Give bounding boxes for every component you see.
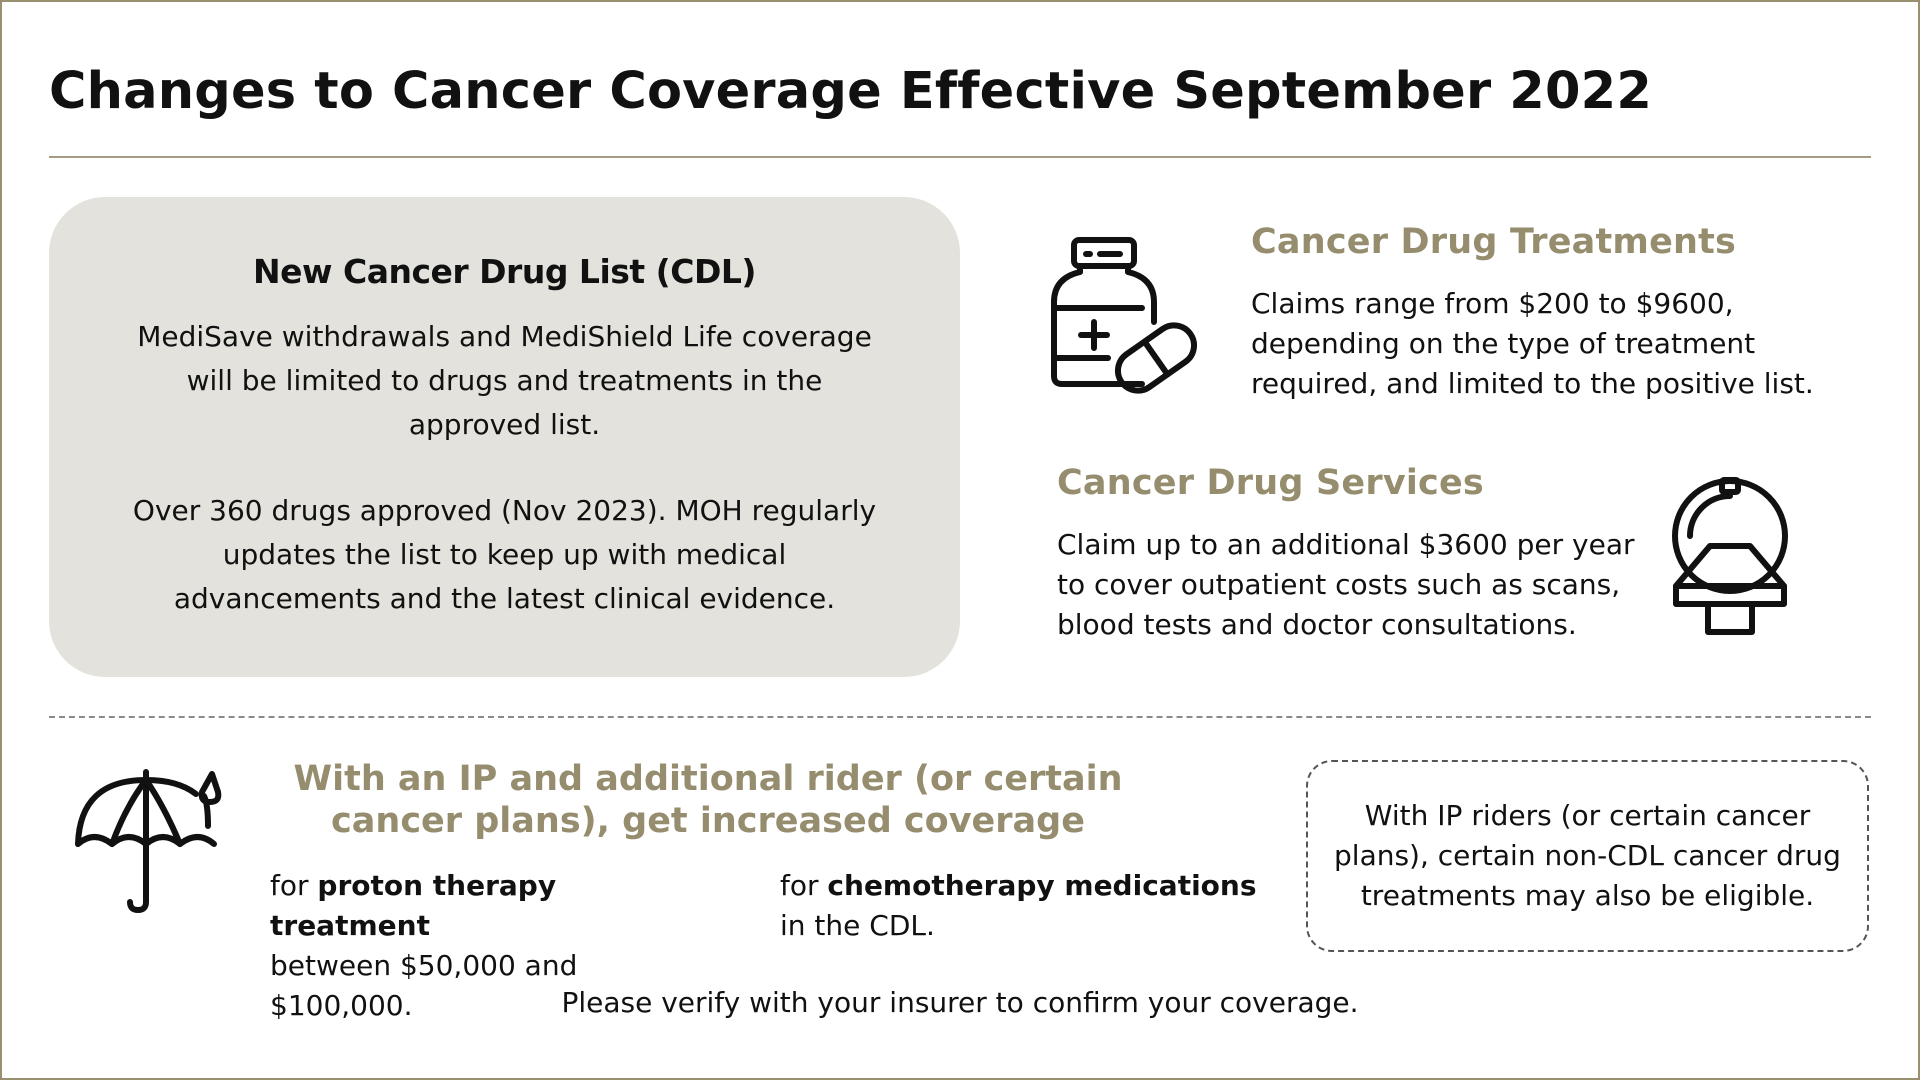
non-cdl-note-text: With IP riders (or certain cancer plans)… [1334, 799, 1841, 912]
section-divider [49, 716, 1871, 718]
proton-therapy-text: for proton therapy treatment between $50… [270, 869, 578, 1022]
umbrella-icon [74, 766, 224, 914]
drug-services-body: Claim up to an additional $3600 per year… [1057, 528, 1635, 641]
cdl-card: New Cancer Drug List (CDL) MediSave with… [49, 197, 960, 677]
chemotherapy-text: for chemotherapy medications in the CDL. [780, 869, 1257, 942]
chemotherapy-bold: chemotherapy medications [827, 869, 1257, 902]
cdl-heading: New Cancer Drug List (CDL) [253, 252, 756, 291]
title-divider [49, 156, 1871, 158]
drug-treatments-body: Claims range from $200 to $9600, dependi… [1251, 287, 1814, 400]
medicine-bottle-and-pill-icon [1046, 234, 1202, 398]
non-cdl-note-box: With IP riders (or certain cancer plans)… [1306, 760, 1869, 952]
cdl-paragraph-2: Over 360 drugs approved (Nov 2023). MOH … [132, 494, 877, 615]
cdl-paragraph-1: MediSave withdrawals and MediShield Life… [137, 320, 872, 441]
page-title: Changes to Cancer Coverage Effective Sep… [49, 62, 1653, 121]
drug-services-title: Cancer Drug Services [1057, 463, 1484, 503]
drug-treatments-title: Cancer Drug Treatments [1251, 222, 1737, 262]
footer-note: Please verify with your insurer to confi… [561, 986, 1359, 1019]
proton-therapy-bold: proton therapy treatment [270, 869, 557, 942]
ct-scanner-icon [1668, 474, 1792, 638]
ip-section-title: With an IP and additional rider (or cert… [293, 759, 1123, 841]
